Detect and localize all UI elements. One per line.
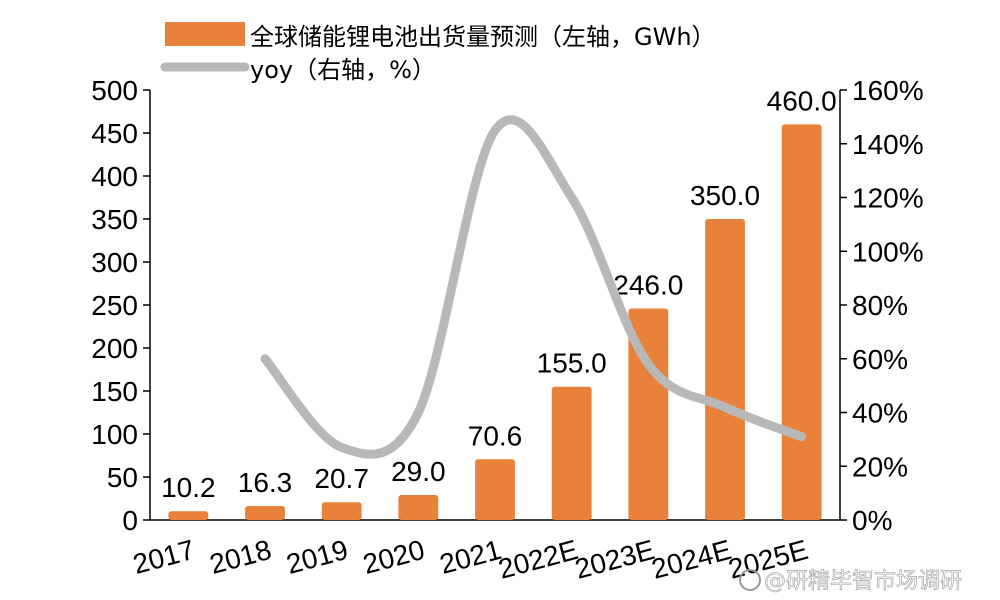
- left-tick-label: 300: [91, 247, 138, 278]
- bar-data-label: 70.6: [468, 420, 523, 451]
- bar: [245, 505, 285, 520]
- bar-data-label: 20.7: [314, 463, 369, 494]
- right-tick-label: 20%: [852, 451, 908, 482]
- bar-data-label: 246.0: [613, 269, 683, 300]
- x-tick-label: 2017: [130, 534, 198, 580]
- right-tick-label: 160%: [852, 75, 924, 106]
- watermark: @研精毕智市场调研: [739, 569, 962, 594]
- x-tick-label: 2024E: [648, 534, 734, 585]
- x-tick-label: 2022E: [495, 534, 581, 585]
- bar-data-label: 16.3: [238, 467, 293, 498]
- bar-data-label: 460.0: [767, 85, 837, 116]
- bar: [475, 459, 515, 520]
- legend-bar-swatch: [165, 22, 245, 46]
- bar: [628, 308, 669, 520]
- left-tick-label: 100: [91, 419, 138, 450]
- left-axis-ticks: 0 50 100 150 200 250 300 350 400 450 500: [91, 75, 150, 536]
- bar: [398, 495, 439, 520]
- weibo-icon: [739, 569, 761, 591]
- left-tick-label: 500: [91, 75, 138, 106]
- bar: [705, 219, 745, 520]
- right-tick-label: 100%: [852, 236, 924, 267]
- right-axis-ticks: 0% 20% 40% 60% 80% 100% 120% 140% 160%: [840, 75, 924, 536]
- bar: [551, 386, 592, 520]
- right-tick-label: 80%: [852, 290, 908, 321]
- legend: 全球储能锂电池出货量预测（左轴，GWh） yoy（右轴，%）: [160, 22, 716, 84]
- bar-data-labels: 10.2 16.3 20.7 29.0 70.6 155.0 246.0 350.0 460.0: [161, 85, 837, 503]
- left-tick-label: 350: [91, 204, 138, 235]
- bar: [168, 511, 209, 520]
- left-tick-label: 200: [91, 333, 138, 364]
- x-tick-label: 2018: [206, 534, 274, 580]
- x-tick-label: 2020: [360, 534, 428, 580]
- bar-series: [168, 124, 822, 521]
- bar-data-label: 155.0: [537, 348, 607, 379]
- right-tick-label: 140%: [852, 129, 924, 160]
- legend-line-label: yoy（右轴，%）: [250, 56, 436, 84]
- right-tick-label: 0%: [852, 505, 892, 536]
- right-tick-label: 40%: [852, 398, 908, 429]
- right-tick-label: 120%: [852, 183, 924, 214]
- left-tick-label: 250: [91, 290, 138, 321]
- left-tick-label: 400: [91, 161, 138, 192]
- x-tick-label: 2021: [436, 534, 504, 580]
- yoy-line-series: [260, 115, 807, 459]
- x-tick-label: 2023E: [572, 534, 658, 585]
- right-tick-label: 60%: [852, 344, 908, 375]
- bar-data-label: 29.0: [391, 456, 446, 487]
- bar: [321, 502, 362, 520]
- x-tick-label: 2019: [283, 534, 351, 580]
- legend-bar-label: 全球储能锂电池出货量预测（左轴，GWh）: [250, 23, 716, 51]
- bar-data-label: 350.0: [690, 180, 760, 211]
- left-tick-label: 0: [122, 505, 138, 536]
- left-tick-label: 50: [107, 462, 138, 493]
- bar-data-label: 10.2: [161, 472, 216, 503]
- watermark-label: @研精毕智市场调研: [764, 569, 962, 594]
- yoy-line: [260, 115, 807, 459]
- left-tick-label: 450: [91, 118, 138, 149]
- bar: [781, 124, 822, 521]
- left-tick-label: 150: [91, 376, 138, 407]
